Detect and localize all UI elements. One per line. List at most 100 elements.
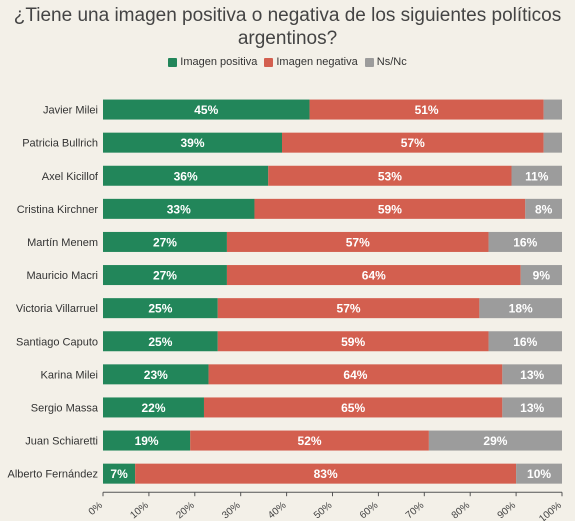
bar-positive <box>103 364 209 385</box>
x-tick-label: 80% <box>450 500 472 521</box>
category-label: Karina Milei <box>41 369 98 381</box>
x-tick-label: 40% <box>266 500 288 521</box>
bar-nsnc <box>525 198 562 219</box>
bar-negative <box>309 99 544 120</box>
bar-negative <box>254 198 526 219</box>
bar-positive <box>103 165 269 186</box>
category-label: Sergio Massa <box>31 402 99 414</box>
category-label: Alberto Fernández <box>8 469 99 481</box>
x-tick-label: 70% <box>404 500 426 521</box>
legend-label-nsnc: Ns/Nc <box>376 56 407 68</box>
bar-value-label-positive: 7% <box>110 467 128 481</box>
legend-swatch-positive <box>168 57 178 67</box>
bar-nsnc <box>520 265 562 286</box>
bar-value-label-negative: 52% <box>298 434 322 448</box>
bar-value-label-negative: 51% <box>415 103 439 117</box>
x-tick-label: 100% <box>537 500 564 521</box>
category-label: Cristina Kirchner <box>17 204 99 216</box>
bar-negative <box>208 364 503 385</box>
bar-value-label-negative: 57% <box>346 235 370 249</box>
bar-value-label-positive: 39% <box>180 136 204 150</box>
bar-negative <box>190 430 429 451</box>
bar-nsnc <box>488 331 562 352</box>
bar-positive <box>103 331 218 352</box>
bar-negative <box>268 165 512 186</box>
bar-value-label-negative: 53% <box>378 169 402 183</box>
legend-item-nsnc: Ns/Nc <box>364 56 407 68</box>
bar-value-label-positive: 33% <box>167 202 191 216</box>
bar-value-label-negative: 64% <box>343 368 367 382</box>
bar-value-label-positive: 23% <box>144 368 168 382</box>
bar-nsnc <box>511 165 562 186</box>
legend-label-positive: Imagen positiva <box>180 56 258 68</box>
bar-value-label-negative: 83% <box>314 467 338 481</box>
bar-value-label-nsnc: 13% <box>520 401 544 415</box>
bar-nsnc <box>516 463 562 484</box>
x-tick-label: 0% <box>87 500 105 518</box>
bar-nsnc <box>543 132 562 153</box>
x-tick-label: 10% <box>128 500 150 521</box>
bar-value-label-negative: 64% <box>362 269 386 283</box>
legend-swatch-negative <box>264 57 274 67</box>
category-label: Mauricio Macri <box>26 270 98 282</box>
category-label: Patricia Bullrich <box>22 138 98 150</box>
bar-value-label-negative: 57% <box>401 136 425 150</box>
chart-legend: Imagen positiva Imagen negativa Ns/Nc <box>0 56 575 70</box>
x-tick-label: 50% <box>312 500 334 521</box>
bar-negative <box>282 132 544 153</box>
bar-value-label-nsnc: 11% <box>525 169 549 183</box>
bar-positive <box>103 231 227 252</box>
legend-item-positive: Imagen positiva <box>168 56 257 68</box>
bar-value-label-negative: 59% <box>341 335 365 349</box>
bar-value-label-positive: 45% <box>194 103 218 117</box>
bar-positive <box>103 298 218 319</box>
bar-value-label-positive: 36% <box>174 169 198 183</box>
bar-negative <box>226 231 489 252</box>
category-label: Javier Milei <box>43 105 98 117</box>
chart-title-line-2: argentinos? <box>237 28 338 49</box>
bar-negative <box>226 265 521 286</box>
bar-nsnc <box>428 430 562 451</box>
chart-title: ¿Tiene una imagen positiva o negativa de… <box>0 4 575 50</box>
bar-negative <box>135 463 517 484</box>
category-label: Juan Schiaretti <box>25 436 98 448</box>
bar-positive <box>103 99 310 120</box>
bar-value-label-nsnc: 8% <box>535 202 553 216</box>
bar-value-label-nsnc: 18% <box>509 302 533 316</box>
category-label: Martín Menem <box>27 237 98 249</box>
x-tick-label: 20% <box>174 500 196 521</box>
chart-title-line-1: ¿Tiene una imagen positiva o negativa de… <box>13 5 562 26</box>
legend-item-negative: Imagen negativa <box>264 56 358 68</box>
x-tick-label: 90% <box>496 500 518 521</box>
x-tick-label: 60% <box>358 500 380 521</box>
bar-value-label-nsnc: 16% <box>513 335 537 349</box>
bar-negative <box>217 298 480 319</box>
bar-value-label-positive: 22% <box>141 401 165 415</box>
bar-value-label-negative: 65% <box>341 401 365 415</box>
bar-negative <box>203 397 503 418</box>
bar-nsnc <box>543 99 562 120</box>
bar-value-label-nsnc: 9% <box>533 269 551 283</box>
bar-positive <box>103 198 255 219</box>
bar-nsnc <box>502 364 562 385</box>
bar-value-label-positive: 25% <box>148 302 172 316</box>
legend-label-negative: Imagen negativa <box>276 56 358 68</box>
bar-value-label-nsnc: 29% <box>483 434 507 448</box>
bar-positive <box>103 265 227 286</box>
bar-value-label-positive: 27% <box>153 235 177 249</box>
bar-value-label-positive: 25% <box>148 335 172 349</box>
bar-value-label-negative: 57% <box>337 302 361 316</box>
bar-positive <box>103 132 283 153</box>
x-tick-label: 30% <box>220 500 242 521</box>
legend-swatch-nsnc <box>364 57 374 67</box>
bar-positive <box>103 397 204 418</box>
bar-negative <box>217 331 489 352</box>
bar-value-label-negative: 59% <box>378 202 402 216</box>
bar-value-label-nsnc: 16% <box>513 235 537 249</box>
bar-value-label-nsnc: 13% <box>520 368 544 382</box>
bar-positive <box>103 430 191 451</box>
category-label: Santiago Caputo <box>16 336 98 348</box>
bar-nsnc <box>488 231 562 252</box>
bar-positive <box>103 463 136 484</box>
